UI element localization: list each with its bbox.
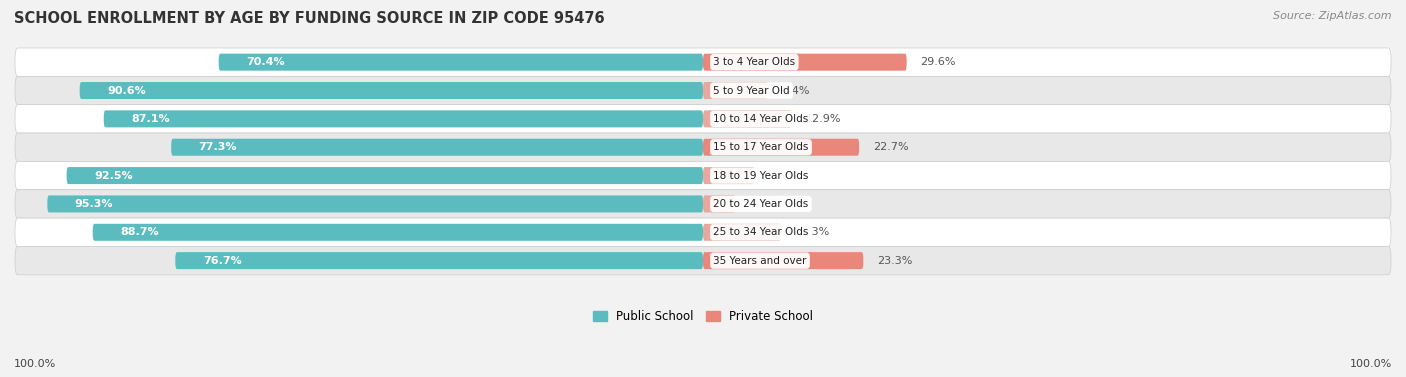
Text: 76.7%: 76.7% xyxy=(202,256,242,266)
Text: 88.7%: 88.7% xyxy=(121,227,159,237)
Text: 35 Years and over: 35 Years and over xyxy=(713,256,807,266)
FancyBboxPatch shape xyxy=(172,139,703,156)
Text: 22.7%: 22.7% xyxy=(873,142,908,152)
FancyBboxPatch shape xyxy=(15,161,1391,190)
Text: 87.1%: 87.1% xyxy=(131,114,170,124)
FancyBboxPatch shape xyxy=(15,190,1391,218)
FancyBboxPatch shape xyxy=(66,167,703,184)
FancyBboxPatch shape xyxy=(703,82,768,99)
Text: 70.4%: 70.4% xyxy=(246,57,285,67)
FancyBboxPatch shape xyxy=(703,167,755,184)
Text: 100.0%: 100.0% xyxy=(14,359,56,369)
FancyBboxPatch shape xyxy=(15,247,1391,275)
Text: 77.3%: 77.3% xyxy=(198,142,238,152)
Text: 100.0%: 100.0% xyxy=(1350,359,1392,369)
Text: 20 to 24 Year Olds: 20 to 24 Year Olds xyxy=(713,199,808,209)
Text: 90.6%: 90.6% xyxy=(107,86,146,95)
Text: 29.6%: 29.6% xyxy=(921,57,956,67)
FancyBboxPatch shape xyxy=(104,110,703,127)
FancyBboxPatch shape xyxy=(703,54,907,70)
FancyBboxPatch shape xyxy=(80,82,703,99)
Text: 12.9%: 12.9% xyxy=(806,114,841,124)
FancyBboxPatch shape xyxy=(93,224,703,241)
Text: 4.7%: 4.7% xyxy=(749,199,778,209)
FancyBboxPatch shape xyxy=(219,54,703,70)
Text: 3 to 4 Year Olds: 3 to 4 Year Olds xyxy=(713,57,796,67)
FancyBboxPatch shape xyxy=(15,218,1391,247)
FancyBboxPatch shape xyxy=(48,195,703,212)
Text: 9.4%: 9.4% xyxy=(782,86,810,95)
Text: SCHOOL ENROLLMENT BY AGE BY FUNDING SOURCE IN ZIP CODE 95476: SCHOOL ENROLLMENT BY AGE BY FUNDING SOUR… xyxy=(14,11,605,26)
Text: 18 to 19 Year Olds: 18 to 19 Year Olds xyxy=(713,170,808,181)
FancyBboxPatch shape xyxy=(15,77,1391,105)
FancyBboxPatch shape xyxy=(703,252,863,269)
FancyBboxPatch shape xyxy=(15,133,1391,161)
Text: Source: ZipAtlas.com: Source: ZipAtlas.com xyxy=(1274,11,1392,21)
Text: 92.5%: 92.5% xyxy=(94,170,132,181)
FancyBboxPatch shape xyxy=(15,48,1391,77)
Text: 10 to 14 Year Olds: 10 to 14 Year Olds xyxy=(713,114,808,124)
FancyBboxPatch shape xyxy=(703,195,735,212)
Legend: Public School, Private School: Public School, Private School xyxy=(593,310,813,323)
Text: 23.3%: 23.3% xyxy=(877,256,912,266)
Text: 95.3%: 95.3% xyxy=(75,199,114,209)
FancyBboxPatch shape xyxy=(703,110,792,127)
Text: 11.3%: 11.3% xyxy=(794,227,830,237)
Text: 5 to 9 Year Old: 5 to 9 Year Old xyxy=(713,86,790,95)
Text: 15 to 17 Year Olds: 15 to 17 Year Olds xyxy=(713,142,808,152)
FancyBboxPatch shape xyxy=(703,139,859,156)
FancyBboxPatch shape xyxy=(703,224,780,241)
FancyBboxPatch shape xyxy=(15,105,1391,133)
Text: 25 to 34 Year Olds: 25 to 34 Year Olds xyxy=(713,227,808,237)
FancyBboxPatch shape xyxy=(176,252,703,269)
Text: 7.5%: 7.5% xyxy=(768,170,797,181)
